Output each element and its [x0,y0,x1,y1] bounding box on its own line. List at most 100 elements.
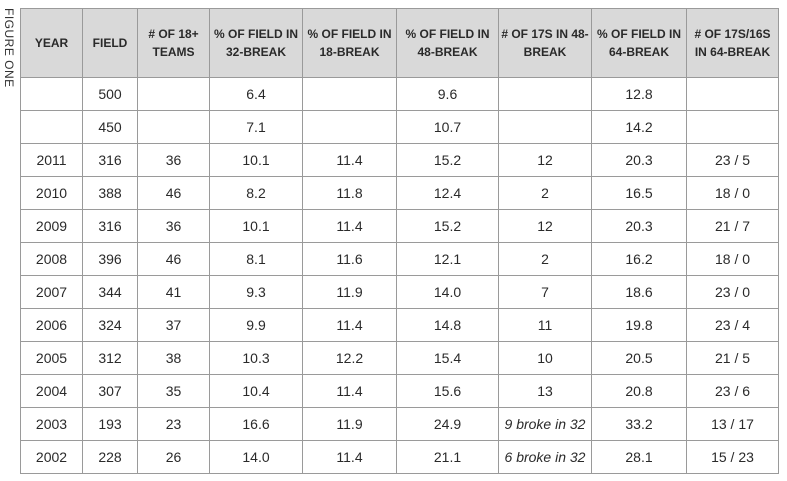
table-cell: 20.5 [591,341,687,375]
table-cell: 15 / 23 [686,440,779,474]
header-row: YEAR FIELD # OF 18+ TEAMS% OF FIELD IN 32-… [20,8,779,78]
table-cell: 9.3 [209,275,303,309]
table-cell: 2011 [20,143,83,177]
table-row: 2005 312 38 10.3 12.2 15.4 10 20.5 21 / 5 [20,341,779,375]
table-cell: 41 [137,275,210,309]
table-cell: 14.8 [396,308,499,342]
table-cell: 21 / 7 [686,209,779,243]
table-row: 2007 344 41 9.3 11.9 14.0 7 18.6 23 / 0 [20,275,779,309]
table-row: 2002 228 26 14.0 11.4 21.1 6 broke in 32 28.1 15… [20,440,779,474]
table-cell: 19.8 [591,308,687,342]
header-pct-48-break: % OF FIELD IN 48-BREAK [396,8,499,78]
table-cell: 15.6 [396,374,499,408]
table-row: 2003 193 23 16.6 11.9 24.9 9 broke in 32 33.2 13… [20,407,779,441]
table-cell: 13 [498,374,592,408]
table-cell: 37 [137,308,210,342]
table-cell [137,77,210,111]
table-cell: 9 broke in 32 [498,407,592,441]
table-cell: 14.0 [209,440,303,474]
table-cell: 2006 [20,308,83,342]
header-pct-18-break: % OF FIELD IN 18-BREAK [302,8,397,78]
header-18plus-teams: # OF 18+ TEAMS [137,8,210,78]
table-cell: 16.6 [209,407,303,441]
table-cell: 2002 [20,440,83,474]
table-cell: 15.2 [396,209,499,243]
table-cell: 7 [498,275,592,309]
table-cell: 2005 [20,341,83,375]
table-cell: 38 [137,341,210,375]
table-cell [498,77,592,111]
table-cell: 2008 [20,242,83,276]
table-cell: 10.4 [209,374,303,408]
table-cell: 20.3 [591,209,687,243]
header-field: FIELD [82,8,138,78]
table-cell: 396 [82,242,138,276]
table-cell [686,110,779,144]
table-cell: 23 / 0 [686,275,779,309]
table-cell [137,110,210,144]
table-row: 2004 307 35 10.4 11.4 15.6 13 20.8 23 / 6 [20,374,779,408]
table-cell: 36 [137,209,210,243]
table-cell: 11.4 [302,143,397,177]
table-cell: 450 [82,110,138,144]
table-cell: 23 / 4 [686,308,779,342]
table-cell: 316 [82,143,138,177]
table-cell: 500 [82,77,138,111]
table-cell: 12.4 [396,176,499,210]
table-cell: 21 / 5 [686,341,779,375]
table-cell: 2003 [20,407,83,441]
table-cell: 10.3 [209,341,303,375]
table-row: 500 6.4 9.6 12.8 [20,77,779,111]
table-row: 2006 324 37 9.9 11.4 14.8 11 19.8 23 / 4 [20,308,779,342]
table-cell [302,110,397,144]
figure-label: FIGURE ONE [2,8,16,88]
table-cell: 11.4 [302,440,397,474]
header-pct-32-break: % OF FIELD IN 32-BREAK [209,8,303,78]
table-cell: 15.4 [396,341,499,375]
table-cell: 23 [137,407,210,441]
table-body: 500 6.4 9.6 12.8 450 7.1 10.7 14.2 2011 316 36 10.1… [20,77,779,474]
table-cell: 21.1 [396,440,499,474]
table-cell: 11.4 [302,374,397,408]
table-cell: 9.6 [396,77,499,111]
header-pct-64-break: % OF FIELD IN 64-BREAK [591,8,687,78]
table-cell: 11.9 [302,275,397,309]
table-cell [20,77,83,111]
table-row: 2010 388 46 8.2 11.8 12.4 2 16.5 18 / 0 [20,176,779,210]
table-cell: 10 [498,341,592,375]
table-cell: 312 [82,341,138,375]
table-cell [302,77,397,111]
table-cell: 11.8 [302,176,397,210]
table-cell: 26 [137,440,210,474]
table-cell: 7.1 [209,110,303,144]
table-cell: 12 [498,143,592,177]
table-cell: 12.8 [591,77,687,111]
table-cell: 8.1 [209,242,303,276]
table-cell: 2004 [20,374,83,408]
table-cell: 193 [82,407,138,441]
table-cell: 11.6 [302,242,397,276]
table-cell [498,110,592,144]
header-17s-16s-64-break: # OF 17S/16S IN 64-BREAK [686,8,779,78]
table-cell [20,110,83,144]
table-cell: 8.2 [209,176,303,210]
table-cell: 11.4 [302,209,397,243]
table-cell: 23 / 5 [686,143,779,177]
table-cell: 12.1 [396,242,499,276]
table-row: 2008 396 46 8.1 11.6 12.1 2 16.2 18 / 0 [20,242,779,276]
table-cell: 324 [82,308,138,342]
table-cell: 10.7 [396,110,499,144]
header-year: YEAR [20,8,83,78]
table-cell: 228 [82,440,138,474]
table-cell: 11.4 [302,308,397,342]
table-cell: 2007 [20,275,83,309]
table-cell: 10.1 [209,209,303,243]
table-cell: 46 [137,242,210,276]
table-cell: 36 [137,143,210,177]
table-cell: 28.1 [591,440,687,474]
table-cell: 16.5 [591,176,687,210]
table-cell: 33.2 [591,407,687,441]
table-cell: 11.9 [302,407,397,441]
table-cell: 388 [82,176,138,210]
table-cell: 15.2 [396,143,499,177]
